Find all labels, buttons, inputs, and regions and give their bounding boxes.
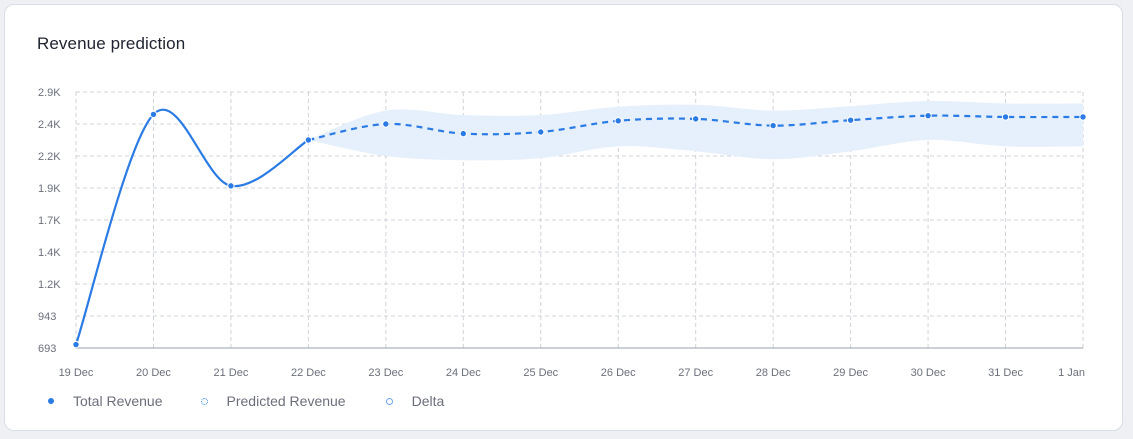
y-tick-label: 1.4K <box>38 247 61 259</box>
predicted-revenue-point <box>846 116 855 124</box>
y-tick-label: 1.9K <box>38 183 61 195</box>
legend-label-total-revenue: Total Revenue <box>73 393 163 409</box>
total-revenue-point <box>72 340 80 349</box>
y-tick-label: 693 <box>38 343 56 355</box>
x-tick-label: 21 Dec <box>213 367 248 379</box>
total-revenue-point <box>227 182 235 190</box>
total-revenue-point <box>149 110 158 119</box>
legend-label-delta: Delta <box>411 393 445 409</box>
predicted-revenue-point <box>382 120 390 128</box>
predicted-revenue-point <box>691 115 700 123</box>
ring-icon <box>385 397 393 405</box>
x-tick-label: 31 Dec <box>988 367 1023 379</box>
chart-legend: Total Revenue Predicted Revenue Delta <box>48 393 484 409</box>
legend-item-predicted-revenue[interactable]: Predicted Revenue <box>200 393 346 409</box>
x-tick-label: 19 Dec <box>59 367 94 379</box>
x-tick-label: 23 Dec <box>368 367 403 379</box>
y-tick-label: 2.9K <box>38 87 61 99</box>
total-revenue-line <box>74 108 309 345</box>
chart-title: Revenue prediction <box>37 34 186 53</box>
predicted-revenue-point <box>1001 113 1010 121</box>
y-tick-label: 1.7K <box>38 215 61 227</box>
x-tick-label: 29 Dec <box>833 367 868 379</box>
y-tick-label: 1.2K <box>38 279 61 291</box>
predicted-revenue-point <box>459 129 468 138</box>
y-tick-label: 2.4K <box>38 119 61 131</box>
legend-item-total-revenue[interactable]: Total Revenue <box>48 393 163 409</box>
revenue-prediction-card <box>4 4 1123 431</box>
x-tick-label: 27 Dec <box>678 367 713 379</box>
x-tick-label: 1 Jan <box>1058 367 1085 379</box>
x-tick-label: 30 Dec <box>911 367 946 379</box>
x-tick-label: 26 Dec <box>601 367 636 379</box>
predicted-revenue-point <box>769 121 777 130</box>
x-tick-label: 20 Dec <box>136 367 171 379</box>
legend-item-delta[interactable]: Delta <box>385 393 445 409</box>
predicted-revenue-point <box>1079 113 1087 121</box>
x-tick-label: 24 Dec <box>446 367 481 379</box>
predicted-revenue-point <box>537 128 545 136</box>
dotted-ring-icon <box>200 397 208 405</box>
x-tick-label: 22 Dec <box>291 367 326 379</box>
delta-band <box>308 100 1083 161</box>
solid-dot-icon <box>48 398 54 404</box>
y-tick-label: 2.2K <box>38 151 61 163</box>
y-tick-label: 943 <box>38 311 56 323</box>
x-tick-label: 28 Dec <box>756 367 791 379</box>
x-tick-label: 25 Dec <box>523 367 558 379</box>
predicted-revenue-point <box>924 111 932 120</box>
predicted-revenue-point <box>614 117 622 125</box>
predicted-revenue-point <box>304 136 313 144</box>
legend-label-predicted-revenue: Predicted Revenue <box>226 393 346 409</box>
